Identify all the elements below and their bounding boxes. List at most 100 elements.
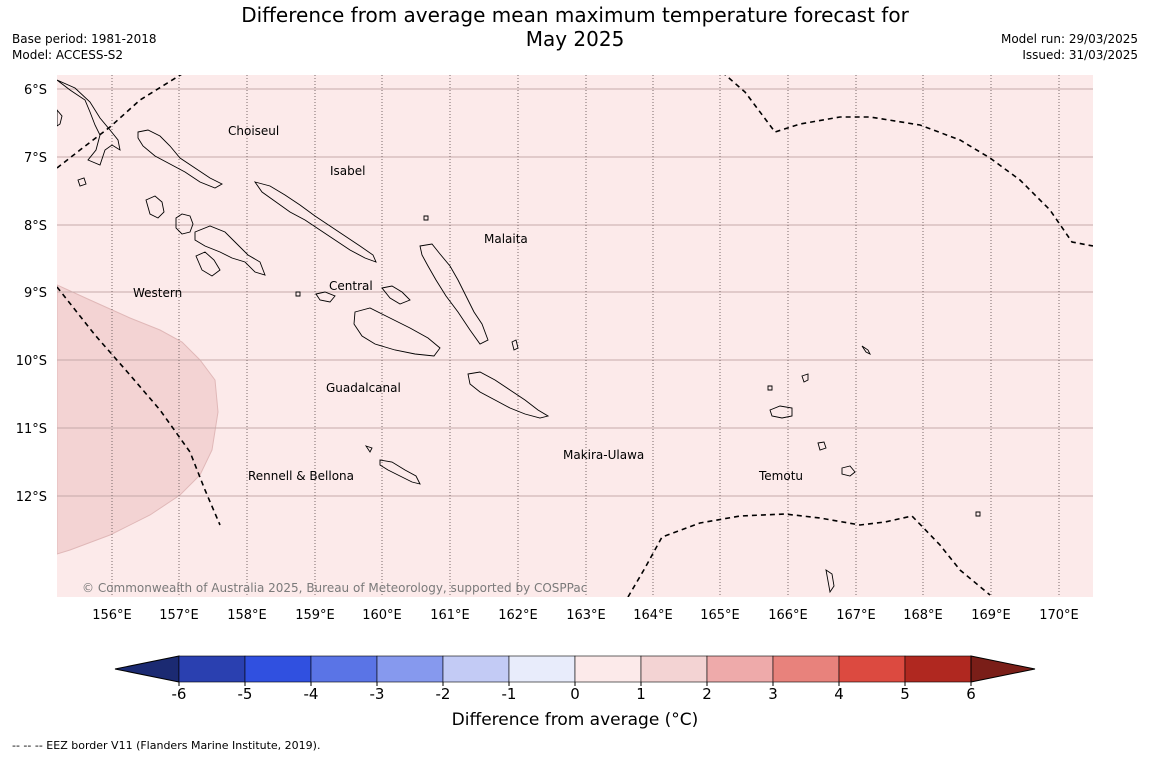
lon-label: 170°E (1039, 608, 1079, 623)
lat-label: 10°S (16, 354, 47, 369)
colorbar-arrow-high (970, 655, 1036, 683)
colorbar-segment (640, 655, 708, 683)
region-label-isabel: Isabel (330, 164, 365, 178)
lon-label: 156°E (92, 608, 132, 623)
island-new-georgia (194, 225, 266, 276)
meta-left: Base period: 1981-2018 Model: ACCESS-S2 (12, 31, 157, 63)
lat-label: 12°S (16, 490, 47, 505)
colorbar-tick-label: -1 (502, 685, 517, 703)
island-choiseul (137, 129, 223, 189)
lon-label: 157°E (159, 608, 199, 623)
island-makira (467, 371, 550, 419)
island-small-9 (975, 511, 981, 517)
colorbar-tick-label: 1 (636, 685, 646, 703)
island-rennell (379, 459, 421, 485)
lon-label: 158°E (227, 608, 267, 623)
eez-footnote: -- -- -- EEZ border V11 (Flanders Marine… (12, 739, 321, 752)
island-malaita (419, 243, 489, 345)
region-label-rennell-bellona: Rennell & Bellona (248, 469, 354, 483)
meta-right: Model run: 29/03/2025 Issued: 31/03/2025 (1001, 31, 1138, 63)
colorbar-segment (706, 655, 774, 683)
lon-label: 163°E (566, 608, 606, 623)
eez-border-west (57, 75, 182, 169)
colorbar (114, 655, 1036, 683)
region-label-malaita: Malaita (484, 232, 528, 246)
colorbar-label: Difference from average (°C) (451, 710, 699, 730)
lon-label: 161°E (430, 608, 470, 623)
lat-label: 11°S (16, 422, 47, 437)
island-tikopia (825, 569, 835, 594)
colorbar-segment (442, 655, 510, 683)
eez-border-south (627, 513, 991, 597)
island-santa-isabel (253, 181, 377, 263)
colorbar-segment (904, 655, 972, 683)
colorbar-tick-label: 6 (966, 685, 976, 703)
colorbar-tick-label: 4 (834, 685, 844, 703)
title-line-1: Difference from average mean maximum tem… (241, 3, 909, 27)
colorbar-tick-label: 2 (702, 685, 712, 703)
island-bougainville (57, 79, 121, 166)
island-russell (315, 291, 336, 303)
island-small-4 (801, 373, 809, 383)
issued-date: Issued: 31/03/2025 (1022, 48, 1138, 62)
island-small-8 (423, 215, 429, 221)
colorbar-tick-label: -5 (238, 685, 253, 703)
island-guadalcanal (353, 307, 441, 357)
colorbar-tick-label: -2 (436, 685, 451, 703)
colorbar-segment (244, 655, 312, 683)
lon-label: 160°E (362, 608, 402, 623)
colorbar-tick-label: 5 (900, 685, 910, 703)
island-kolombangara (175, 213, 194, 235)
island-small-1 (77, 177, 87, 187)
base-period: Base period: 1981-2018 (12, 32, 157, 46)
colorbar-segment (772, 655, 840, 683)
colorbar-arrow-low (114, 655, 180, 683)
lon-label: 162°E (498, 608, 538, 623)
island-small-2 (511, 339, 519, 351)
island-rendova (195, 251, 221, 277)
model-name: Model: ACCESS-S2 (12, 48, 124, 62)
eez-border-northeast (724, 75, 1093, 247)
region-label-guadalcanal: Guadalcanal (326, 381, 401, 395)
colorbar-tick-label: 0 (570, 685, 580, 703)
colorbar-segment (376, 655, 444, 683)
island-vanikoro (841, 465, 856, 477)
lon-label: 166°E (768, 608, 808, 623)
island-florida (381, 285, 411, 305)
island-small-3 (861, 345, 872, 356)
island-small-6 (364, 445, 373, 453)
colorbar-segment (178, 655, 246, 683)
lat-label: 8°S (24, 219, 47, 234)
copyright-text: © Commonwealth of Australia 2025, Bureau… (82, 581, 587, 595)
map-background (57, 75, 1093, 597)
anomaly-region-1-2 (57, 284, 219, 555)
colorbar-segment (310, 655, 378, 683)
region-label-choiseul: Choiseul (228, 124, 279, 138)
region-label-central: Central (329, 279, 373, 293)
lon-label: 167°E (836, 608, 876, 623)
colorbar-tick-label: -4 (304, 685, 319, 703)
island-shortland (57, 109, 63, 127)
colorbar-tick-label: -6 (172, 685, 187, 703)
lat-label: 9°S (24, 286, 47, 301)
model-run: Model run: 29/03/2025 (1000, 32, 1138, 46)
lon-label: 164°E (633, 608, 673, 623)
region-label-makira-ulawa: Makira-Ulawa (563, 448, 644, 462)
colorbar-segment (574, 655, 642, 683)
colorbar-segment (508, 655, 576, 683)
map-title: Difference from average mean maximum tem… (230, 3, 920, 51)
lat-label: 6°S (24, 83, 47, 98)
lon-label: 168°E (903, 608, 943, 623)
island-vella-lavella (145, 195, 165, 219)
lon-label: 169°E (971, 608, 1011, 623)
colorbar-tick-label: 3 (768, 685, 778, 703)
island-small-7 (295, 291, 301, 297)
colorbar-tick-label: -3 (370, 685, 385, 703)
region-label-temotu: Temotu (758, 469, 803, 483)
lon-label: 165°E (700, 608, 740, 623)
lon-label: 159°E (295, 608, 335, 623)
title-line-2: May 2025 (525, 27, 625, 51)
colorbar-segment (838, 655, 906, 683)
island-santa-cruz (769, 405, 793, 419)
